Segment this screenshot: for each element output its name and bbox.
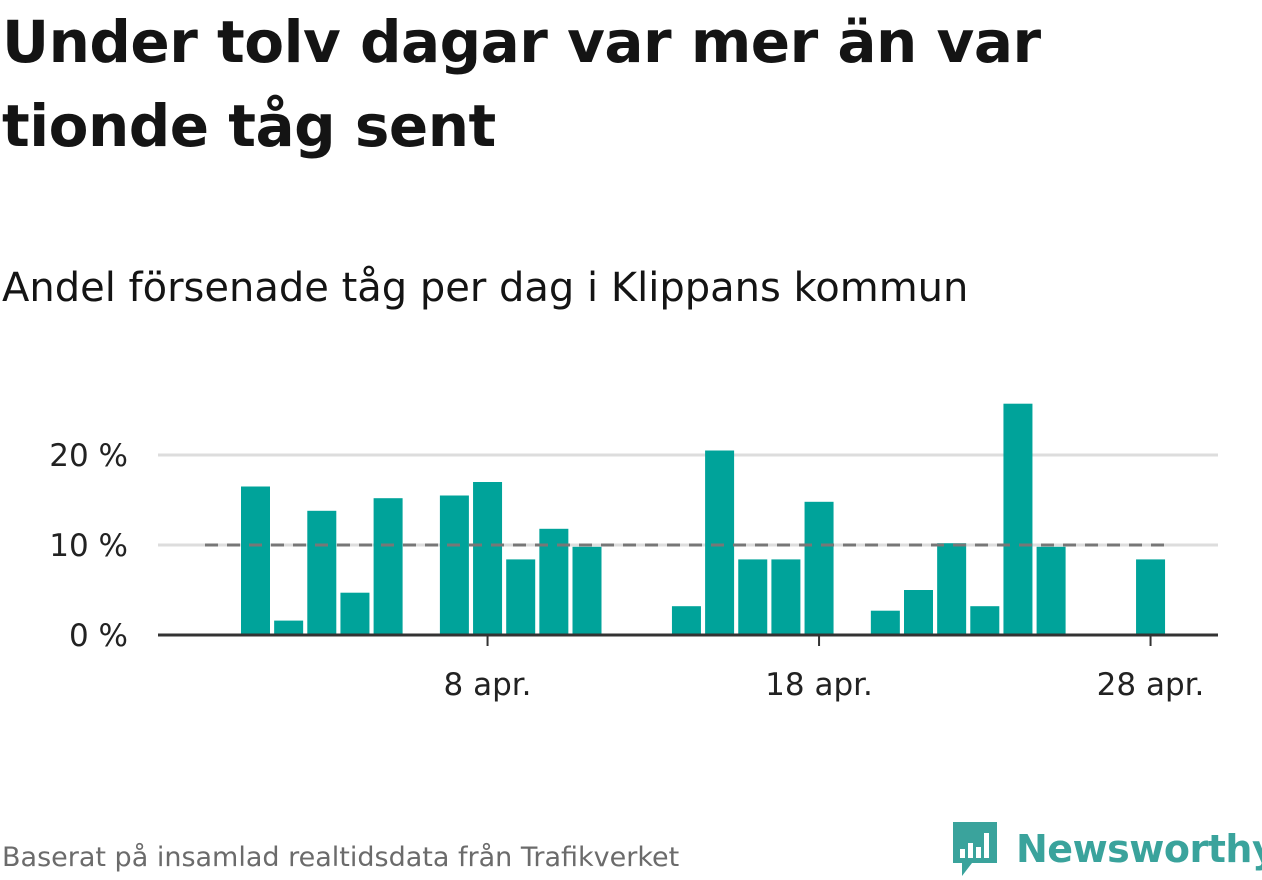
bar — [937, 543, 967, 635]
bar — [274, 620, 304, 635]
bar — [671, 606, 701, 635]
bar — [506, 559, 536, 635]
bar — [738, 559, 768, 635]
x-axis-labels: 8 apr. 18 apr. 28 apr. — [444, 667, 1205, 703]
y-tick-label: 0 % — [69, 618, 128, 654]
bar — [804, 501, 834, 635]
chart-subtitle: Andel försenade tåg per dag i Klippans k… — [2, 265, 969, 311]
bar — [870, 610, 900, 635]
y-axis-labels: 0 % 10 % 20 % — [49, 438, 128, 654]
bar — [1136, 559, 1166, 635]
y-tick-label: 20 % — [49, 438, 128, 474]
bar — [1003, 403, 1033, 635]
brand-block: Newsworthy — [950, 818, 1262, 880]
bar — [473, 482, 503, 635]
bar — [340, 592, 370, 635]
y-tick-label: 10 % — [49, 528, 128, 564]
bar — [904, 590, 933, 635]
bar — [572, 546, 602, 635]
x-tick-label: 18 apr. — [765, 667, 873, 703]
page-title: Under tolv dagar var mer än var tionde t… — [2, 8, 1041, 160]
source-note: Baserat på insamlad realtidsdata från Tr… — [2, 842, 680, 873]
newsworthy-logo-icon — [953, 822, 997, 876]
x-axis — [158, 633, 1218, 646]
x-tick-label: 8 apr. — [444, 667, 532, 703]
bar — [241, 486, 270, 635]
bar — [373, 498, 403, 635]
brand-name: Newsworthy — [1016, 827, 1262, 871]
x-tick-label: 28 apr. — [1097, 667, 1205, 703]
bar — [1036, 546, 1066, 635]
bar — [771, 559, 801, 635]
bar — [439, 495, 469, 635]
bar — [307, 510, 337, 635]
bar-chart: 0 % 10 % 20 % 8 apr. 18 apr. 28 apr. — [49, 403, 1218, 703]
bar — [970, 606, 1000, 635]
bar — [705, 450, 735, 635]
bars — [241, 403, 1166, 635]
